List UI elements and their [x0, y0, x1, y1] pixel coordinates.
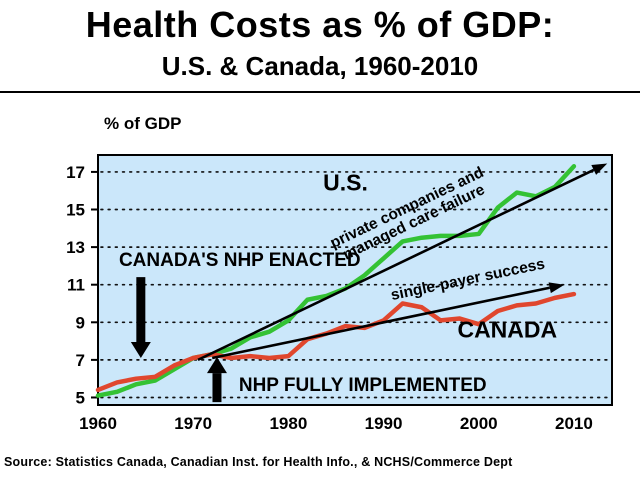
- trend-arrow-head: [591, 163, 608, 175]
- x-tick-label: 2010: [555, 414, 593, 433]
- series-label: U.S.: [323, 170, 368, 196]
- event-arrow-head: [130, 342, 151, 359]
- y-tick-label: 9: [76, 313, 85, 332]
- x-tick-label: 2000: [460, 414, 498, 433]
- trend-arrow-line: [197, 168, 595, 362]
- source-note: Source: Statistics Canada, Canadian Inst…: [4, 455, 513, 469]
- y-axis-title: % of GDP: [104, 114, 182, 133]
- x-tick-label: 1980: [269, 414, 307, 433]
- y-tick-label: 17: [66, 163, 85, 182]
- event-label: CANADA'S NHP ENACTED: [119, 250, 361, 271]
- event-label: NHP FULLY IMPLEMENTED: [239, 375, 487, 396]
- chart-subtitle: U.S. & Canada, 1960-2010: [161, 51, 479, 81]
- line-chart: 5 7 9 11 13 15 17 1960 1970 1980 1990 2000 2010 CANAD…: [66, 154, 613, 433]
- y-tick-label: 13: [66, 238, 85, 257]
- trend-arrow-head: [548, 282, 565, 294]
- x-tick-label: 1990: [365, 414, 403, 433]
- series-label: CANADA: [457, 316, 557, 342]
- title-divider: [0, 91, 640, 93]
- chart-title: Health Costs as % of GDP:: [85, 4, 555, 45]
- series-line-canada: [95, 291, 577, 393]
- event-arrow-head: [206, 357, 227, 374]
- y-tick-label: 5: [76, 388, 85, 407]
- y-tick-label: 7: [76, 351, 85, 370]
- y-tick-label: 15: [66, 201, 85, 220]
- y-tick-label: 11: [67, 276, 85, 295]
- x-tick-label: 1960: [79, 414, 117, 433]
- trend-arrow-line: [211, 286, 550, 360]
- x-tick-label: 1970: [174, 414, 212, 433]
